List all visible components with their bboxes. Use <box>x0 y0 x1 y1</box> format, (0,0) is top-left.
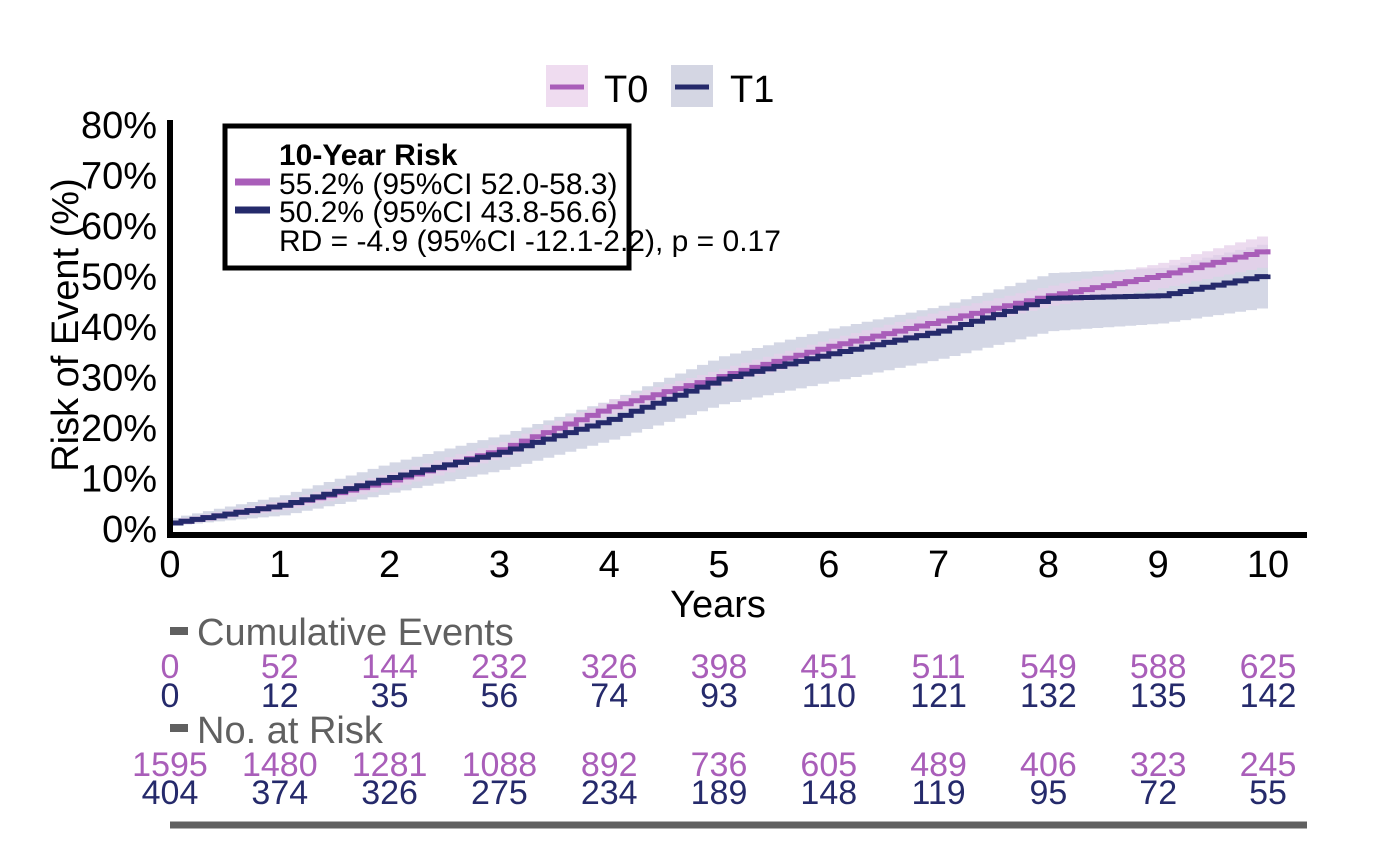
x-tick-label: 9 <box>1148 544 1169 586</box>
table-cell: 245 <box>1240 746 1297 784</box>
table-cell: 736 <box>691 746 748 784</box>
legend-item-t0[interactable]: T0 <box>546 65 648 111</box>
table-cell: 326 <box>581 648 638 686</box>
table-cell: 142 <box>1240 677 1297 715</box>
table-cell: 74 <box>590 677 628 715</box>
x-tick-label: 4 <box>599 544 620 586</box>
table-cell: 605 <box>800 746 857 784</box>
table-cell: 95 <box>1029 774 1067 812</box>
y-tick-label: 60% <box>81 206 157 248</box>
cumulative-events-table: Cumulative Events 0 52 144 232 326 398 451 511 5… <box>161 612 1297 715</box>
y-tick-label: 0% <box>102 509 157 551</box>
table-cell: 119 <box>911 774 965 812</box>
x-tick-label: 8 <box>1038 544 1059 586</box>
x-tick-label: 5 <box>708 544 729 586</box>
table-cell: 275 <box>471 774 528 812</box>
x-tick-label: 6 <box>818 544 839 586</box>
table-cell: 1088 <box>462 746 538 784</box>
table-cell: 588 <box>1130 648 1187 686</box>
table-cell: 625 <box>1240 648 1297 686</box>
table-marker <box>170 627 188 635</box>
y-tick-label: 20% <box>81 408 157 450</box>
table-cell: 52 <box>261 648 299 686</box>
x-tick-labels: 0 1 2 3 4 5 6 7 8 9 10 <box>159 544 1289 586</box>
table-cell: 12 <box>261 677 299 715</box>
table-cell: 404 <box>142 774 199 812</box>
table-cell: 55 <box>1249 774 1287 812</box>
y-tick-labels: 0% 10% 20% 30% 40% 50% 60% 70% 80% <box>81 105 157 551</box>
annotation-risk-difference: RD = -4.9 (95%CI -12.1-2.2), p = 0.17 <box>279 225 781 258</box>
annotation-title: 10-Year Risk <box>279 139 458 172</box>
table-cell: 398 <box>691 648 748 686</box>
table-row-t1: 0 12 35 56 74 93 110 121 132 135 142 <box>161 677 1297 715</box>
table-cell: 56 <box>480 677 518 715</box>
x-tick-label: 2 <box>379 544 400 586</box>
annotation-line-t0: 55.2% (95%CI 52.0-58.3) <box>279 168 618 201</box>
x-tick-label: 3 <box>489 544 510 586</box>
y-tick-label: 50% <box>81 257 157 299</box>
x-tick-label: 7 <box>928 544 949 586</box>
annotation-line-t1: 50.2% (95%CI 43.8-56.6) <box>279 196 618 229</box>
table-cell: 1595 <box>132 746 208 784</box>
table-cell: 35 <box>371 677 409 715</box>
number-at-risk-table: No. at Risk 1595 1480 1281 1088 892 736 605 489… <box>132 710 1296 812</box>
legend-label-t1: T1 <box>730 69 774 111</box>
table-cell: 232 <box>471 648 528 686</box>
table-cell: 132 <box>1020 677 1077 715</box>
table-cell: 511 <box>911 648 965 686</box>
table-cell: 374 <box>251 774 308 812</box>
y-tick-label: 30% <box>81 358 157 400</box>
legend-item-t1[interactable]: T1 <box>671 65 774 111</box>
y-axis-title: Risk of Event (%) <box>45 178 87 472</box>
table-cell: 451 <box>800 648 857 686</box>
table-row-t1: 404 374 326 275 234 189 148 119 95 72 55 <box>142 774 1287 812</box>
table-cell: 148 <box>800 774 857 812</box>
y-tick-label: 10% <box>81 459 157 501</box>
annotation-box <box>222 123 632 271</box>
table-cell: 0 <box>161 648 180 686</box>
x-tick-label: 1 <box>269 544 290 586</box>
y-tick-label: 40% <box>81 307 157 349</box>
table-cell: 189 <box>691 774 748 812</box>
table-title: Cumulative Events <box>197 612 514 654</box>
table-cell: 72 <box>1139 774 1177 812</box>
legend: T0 T1 <box>546 65 774 111</box>
table-cell: 0 <box>161 677 180 715</box>
ten-year-risk-annotation: 10-Year Risk 55.2% (95%CI 52.0-58.3) 50.… <box>222 123 781 271</box>
table-cell: 144 <box>361 648 418 686</box>
y-tick-label: 80% <box>81 105 157 147</box>
table-cell: 234 <box>581 774 638 812</box>
table-cell: 1480 <box>242 746 318 784</box>
table-cell: 323 <box>1130 746 1187 784</box>
table-cell: 93 <box>700 677 738 715</box>
table-cell: 326 <box>361 774 418 812</box>
x-tick-label: 10 <box>1247 544 1289 586</box>
table-row-t0: 0 52 144 232 326 398 451 511 549 588 625 <box>161 648 1297 686</box>
x-axis-title: Years <box>670 584 766 626</box>
legend-label-t0: T0 <box>604 69 648 111</box>
table-cell: 1281 <box>352 746 428 784</box>
y-tick-label: 70% <box>81 156 157 198</box>
table-cell: 892 <box>581 746 638 784</box>
table-cell: 406 <box>1020 746 1077 784</box>
table-cell: 489 <box>910 746 967 784</box>
table-cell: 135 <box>1130 677 1187 715</box>
table-marker <box>170 724 188 732</box>
table-cell: 121 <box>910 677 967 715</box>
table-cell: 549 <box>1020 648 1077 686</box>
table-row-t0: 1595 1480 1281 1088 892 736 605 489 406 323 245 <box>132 746 1296 784</box>
table-title: No. at Risk <box>197 710 384 752</box>
table-cell: 110 <box>802 677 856 715</box>
x-tick-label: 0 <box>159 544 180 586</box>
